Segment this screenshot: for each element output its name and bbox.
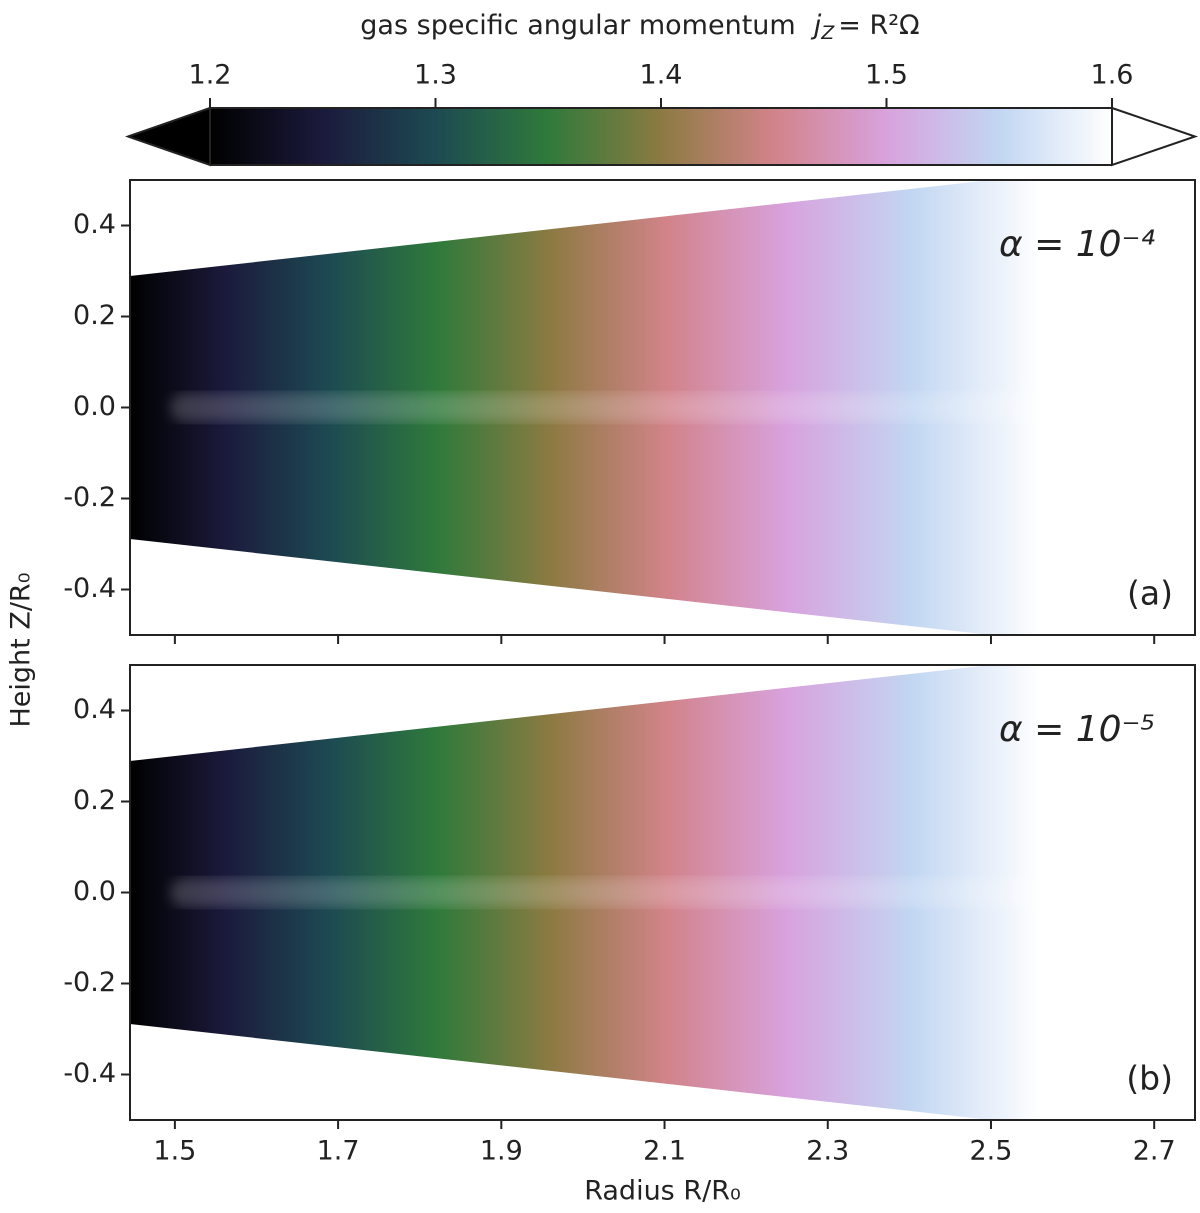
colorbar-symbol-sub: Z bbox=[820, 22, 835, 44]
x-tick-label: 2.1 bbox=[643, 1136, 686, 1167]
colorbar-tick-label: 1.5 bbox=[865, 60, 908, 91]
colorbar-title-text: gas specific angular momentum bbox=[360, 10, 795, 41]
y-axis-label: Height Z/R₀ bbox=[6, 572, 37, 727]
y-tick-label: 0.0 bbox=[73, 876, 116, 907]
panel-label: (b) bbox=[1126, 1059, 1173, 1098]
y-tick-label: -0.4 bbox=[63, 1058, 116, 1089]
x-tick-label: 2.7 bbox=[1133, 1136, 1176, 1167]
panel bbox=[130, 180, 1195, 635]
x-tick-label: 2.3 bbox=[806, 1136, 849, 1167]
y-tick-label: -0.4 bbox=[63, 573, 116, 604]
colorbar-equation: = R²Ω bbox=[838, 10, 919, 41]
y-tick-label: -0.2 bbox=[63, 482, 116, 513]
colorbar-tick-label: 1.3 bbox=[414, 60, 457, 91]
colorbar-symbol: j bbox=[810, 10, 822, 41]
x-tick-label: 1.5 bbox=[153, 1136, 196, 1167]
midplane-layer bbox=[170, 393, 1195, 422]
colorbar bbox=[210, 108, 1112, 165]
x-tick-label: 1.9 bbox=[480, 1136, 523, 1167]
colorbar-tick-label: 1.2 bbox=[189, 60, 232, 91]
x-axis-label: Radius R/R₀ bbox=[584, 1176, 741, 1207]
panel-annotation: α = 10⁻⁵ bbox=[999, 709, 1155, 750]
y-tick-label: 0.2 bbox=[73, 300, 116, 331]
panel bbox=[130, 665, 1195, 1120]
midplane-layer bbox=[170, 878, 1195, 907]
colorbar-extend-low bbox=[124, 106, 211, 167]
panel-annotation: α = 10⁻⁴ bbox=[999, 224, 1156, 265]
colorbar-tick-label: 1.6 bbox=[1091, 60, 1134, 91]
colorbar-extend-high bbox=[1111, 106, 1199, 167]
y-tick-label: 0.2 bbox=[73, 785, 116, 816]
x-tick-label: 1.7 bbox=[317, 1136, 360, 1167]
y-tick-label: 0.4 bbox=[73, 209, 116, 240]
y-tick-label: 0.4 bbox=[73, 694, 116, 725]
y-tick-label: -0.2 bbox=[63, 967, 116, 998]
colorbar-title: gas specific angular momentum jZ = R²Ω bbox=[360, 10, 919, 44]
colorbar-tick-label: 1.4 bbox=[640, 60, 683, 91]
y-tick-label: 0.0 bbox=[73, 391, 116, 422]
panel-label: (a) bbox=[1127, 574, 1173, 613]
x-tick-label: 2.5 bbox=[970, 1136, 1013, 1167]
